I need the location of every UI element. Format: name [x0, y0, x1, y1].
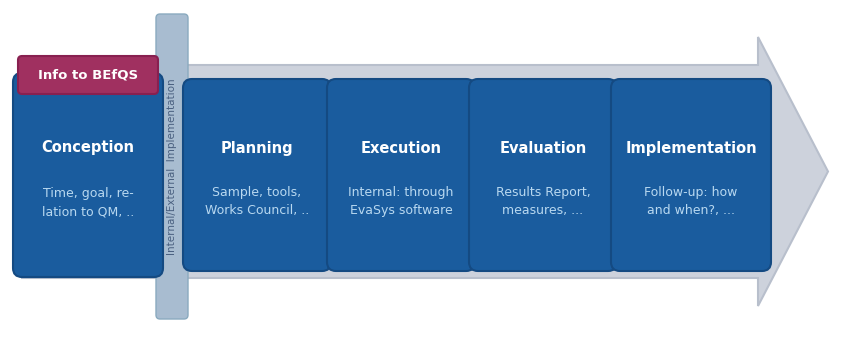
FancyBboxPatch shape [183, 79, 331, 271]
Text: Sample, tools,
Works Council, ..: Sample, tools, Works Council, .. [205, 186, 309, 216]
Text: Follow-up: how
and when?, ...: Follow-up: how and when?, ... [645, 186, 738, 216]
FancyBboxPatch shape [327, 79, 475, 271]
Text: Execution: Execution [361, 141, 441, 156]
Text: Results Report,
measures, ...: Results Report, measures, ... [495, 186, 590, 216]
Text: Internal/External  Implementation: Internal/External Implementation [167, 78, 177, 255]
Text: Evaluation: Evaluation [500, 141, 587, 156]
FancyBboxPatch shape [611, 79, 771, 271]
Text: Implementation: Implementation [625, 141, 757, 156]
Text: Info to BEfQS: Info to BEfQS [38, 69, 138, 82]
FancyBboxPatch shape [469, 79, 617, 271]
Text: Internal: through
EvaSys software: Internal: through EvaSys software [348, 186, 454, 216]
FancyBboxPatch shape [18, 56, 158, 94]
Text: Planning: Planning [221, 141, 293, 156]
Text: Time, goal, re-
lation to QM, ..: Time, goal, re- lation to QM, .. [42, 187, 134, 218]
FancyBboxPatch shape [156, 14, 188, 319]
Text: Conception: Conception [42, 140, 135, 155]
Polygon shape [22, 37, 828, 306]
FancyBboxPatch shape [13, 73, 163, 277]
